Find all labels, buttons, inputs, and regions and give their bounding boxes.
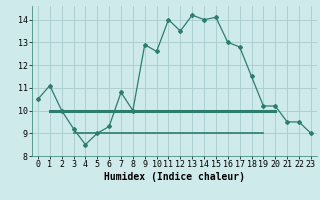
X-axis label: Humidex (Indice chaleur): Humidex (Indice chaleur) — [104, 172, 245, 182]
